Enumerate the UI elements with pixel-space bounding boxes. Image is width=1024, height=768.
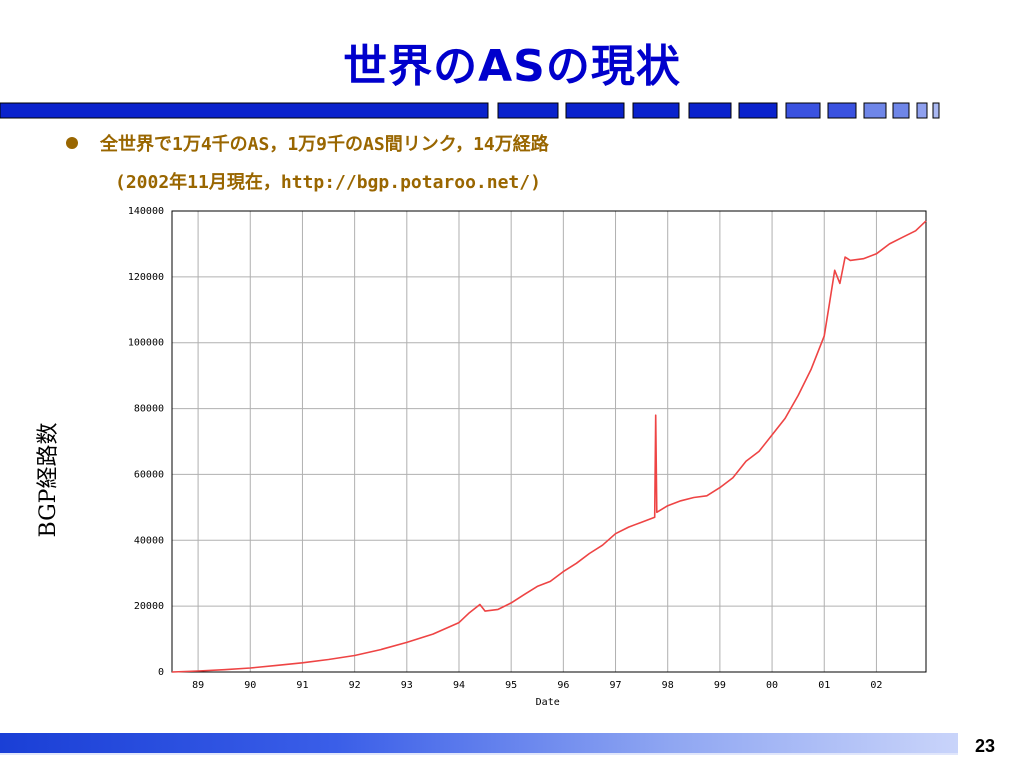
chart-grid <box>172 210 926 673</box>
footer-line <box>0 753 958 755</box>
deco-bar-block <box>632 102 680 119</box>
deco-bar-block <box>916 102 928 119</box>
footer-gradient-bar <box>0 733 958 753</box>
x-tick-label: 89 <box>192 680 204 691</box>
chart-ticks: 89 90 91 92 93 94 95 96 97 98 99 00 01 02 0 20000 40000 6… <box>128 206 883 691</box>
deco-bar-block <box>688 102 732 119</box>
deco-bar-block <box>827 102 857 119</box>
bullet-text-line2: (2002年11月現在，http://bgp.potaroo.net/) <box>115 172 541 193</box>
x-tick-label: 98 <box>662 680 674 691</box>
x-tick-label: 00 <box>766 680 778 691</box>
y-tick-label: 20000 <box>134 601 164 612</box>
x-axis-label: Date <box>536 697 560 708</box>
deco-bar-block <box>863 102 887 119</box>
deco-bar-long <box>0 102 489 119</box>
bullet-text-line1: 全世界で1万4千のAS，1万9千のAS間リンク，14万経路 <box>100 134 549 155</box>
chart-series <box>171 220 927 673</box>
plot-frame <box>171 210 927 673</box>
page-number: 23 <box>975 736 996 756</box>
x-tick-label: 02 <box>870 680 882 691</box>
x-tick-label: 91 <box>296 680 308 691</box>
y-tick-label: 100000 <box>128 338 164 349</box>
bullet-dot <box>66 137 78 149</box>
deco-bar-block <box>932 102 940 119</box>
x-tick-label: 93 <box>401 680 413 691</box>
y-tick-label: 60000 <box>134 469 164 480</box>
deco-bar-block <box>892 102 910 119</box>
bgp-route-chart: 89 90 91 92 93 94 95 96 97 98 99 00 01 02 0 20000 40000 6… <box>128 206 927 708</box>
slide-title: 世界のASの現状 <box>343 41 681 92</box>
x-tick-label: 99 <box>714 680 726 691</box>
x-tick-label: 94 <box>453 680 465 691</box>
x-tick-label: 01 <box>818 680 830 691</box>
deco-bar-block <box>785 102 821 119</box>
x-tick-label: 96 <box>557 680 569 691</box>
x-tick-label: 97 <box>610 680 622 691</box>
y-tick-label: 140000 <box>128 206 164 217</box>
title-decoration-bar <box>0 102 940 119</box>
x-tick-label: 90 <box>244 680 256 691</box>
deco-bar-block <box>497 102 559 119</box>
y-tick-label: 80000 <box>134 404 164 415</box>
series-line-bgp-routes <box>171 220 927 673</box>
deco-bar-block <box>565 102 625 119</box>
y-tick-label: 40000 <box>134 535 164 546</box>
y-axis-label: BGP経路数 <box>36 422 61 538</box>
deco-bar-block <box>738 102 778 119</box>
x-tick-label: 95 <box>505 680 517 691</box>
x-tick-label: 92 <box>349 680 361 691</box>
y-tick-label: 0 <box>158 667 164 678</box>
y-tick-label: 120000 <box>128 272 164 283</box>
